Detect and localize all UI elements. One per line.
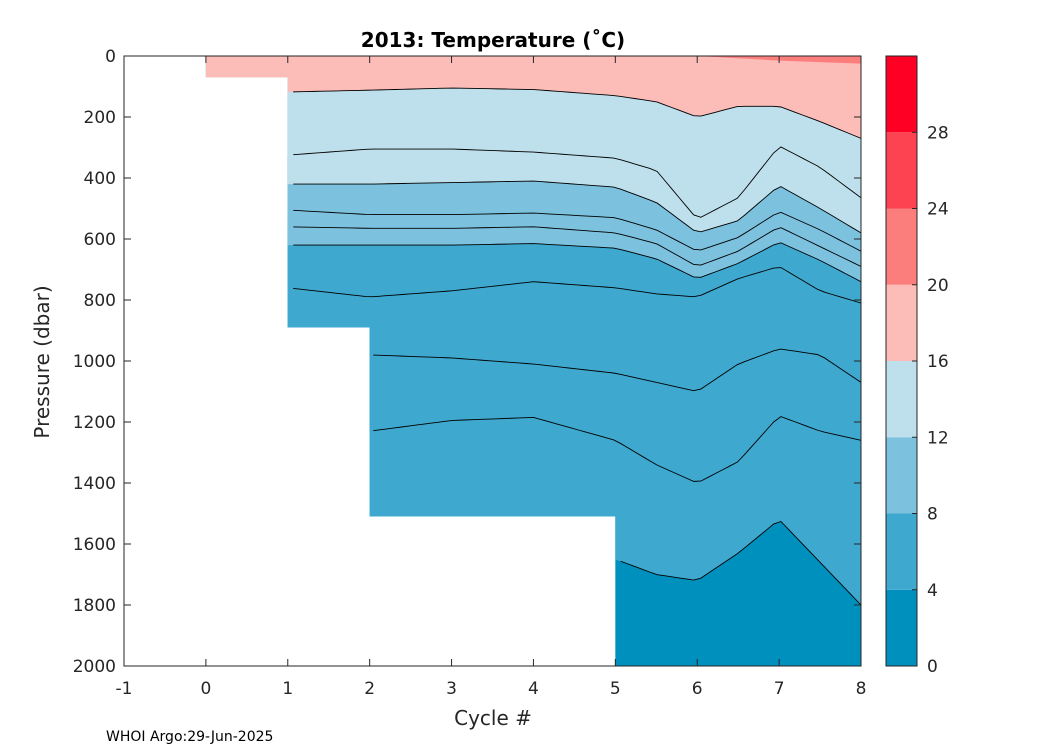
colorbar-tick-label: 16 [927,352,949,372]
x-tick-label: 8 [856,679,867,699]
contour-line-6 [373,348,861,392]
colorbar-band-8-12 [886,437,917,514]
colorbar-band-0-4 [886,589,917,666]
colorbar-band-28-32 [886,56,917,133]
y-tick-label: 1800 [73,596,116,616]
colorbar-band-16-20 [886,284,917,361]
footer-credit: WHOI Argo:29-Jun-2025 [106,729,273,745]
colorbar-tick-label: 8 [927,505,938,525]
colorbar-band-24-28 [886,132,917,209]
x-tick-label: 7 [774,679,785,699]
colorbar-band-20-24 [886,208,917,285]
contour-line-8 [293,242,861,283]
plot-area [123,55,862,667]
y-tick-label: 1600 [73,535,116,555]
contour-line-4 [620,520,861,606]
colorbar-tick-label: 20 [927,276,949,296]
x-tick-label: 1 [282,679,293,699]
x-tick-label: 6 [692,679,703,699]
contour-line-7 [293,267,861,304]
contour-line-12 [293,180,861,234]
colorbar-tick-label: 24 [927,200,949,220]
contour-line-10 [293,209,861,252]
y-tick-label: 600 [84,230,116,250]
colorbar-tick-label: 4 [927,581,938,601]
contour-line-14 [293,146,861,218]
y-axis: 0 200 400 600 800 1000 1200 1400 1600 1800 2000 [73,47,861,677]
colorbar-tick-label: 28 [927,123,949,143]
y-tick-label: 1200 [73,413,116,433]
x-tick-label: 2 [364,679,375,699]
x-tick-label: 0 [200,679,211,699]
y-tick-label: 2000 [73,657,116,677]
colorbar-tick-label: 0 [927,657,938,677]
temperature-fields [205,56,861,666]
y-tick-label: 0 [105,47,116,67]
chart-title: 2013: Temperature (˚C) [361,28,625,52]
y-tick-label: 400 [84,169,116,189]
contour-line-5 [373,416,861,482]
y-tick-label: 1400 [73,474,116,494]
band-fill-above-18 [205,56,861,139]
x-tick-label: 5 [610,679,621,699]
x-axis: -1 0 1 2 3 4 5 6 7 8 [116,56,867,699]
x-tick-label: 3 [446,679,457,699]
colorbar-band-12-16 [886,361,917,438]
x-tick-label: 4 [528,679,539,699]
contour-line-9 [293,226,861,267]
colorbar-tick-label: 12 [927,428,949,448]
y-tick-label: 200 [84,108,116,128]
colorbar-band-4-8 [886,513,917,590]
y-axis-label: Pressure (dbar) [30,285,54,438]
colorbar: 0 4 8 12 16 20 24 28 [885,55,949,677]
contour-line-18 [293,87,861,139]
x-axis-label: Cycle # [454,706,532,730]
y-tick-label: 1000 [73,352,116,372]
contour-lines [293,87,861,606]
x-tick-label: -1 [116,679,133,699]
y-tick-label: 800 [84,291,116,311]
